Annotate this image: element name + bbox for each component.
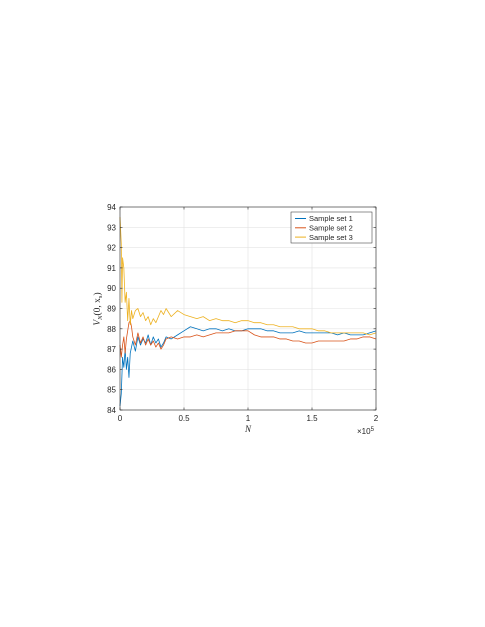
series-line-1 — [119, 326, 377, 406]
y-tick-label: 89 — [107, 305, 116, 314]
y-tick-label: 90 — [107, 284, 116, 293]
y-tick-label: 93 — [107, 223, 116, 232]
ylabel-close: ) — [92, 292, 103, 295]
x-axis-exponent: ×105 — [357, 427, 375, 436]
y-tick-label: 87 — [107, 345, 116, 354]
x-tick-label: 1.5 — [306, 414, 318, 423]
series-layer — [119, 217, 377, 406]
axis-ticks — [119, 206, 377, 411]
x-exponent-power: 5 — [371, 427, 375, 433]
legend-label-3: Sample set 3 — [309, 233, 353, 242]
y-tick-label: 92 — [107, 244, 116, 253]
legend-label-2: Sample set 2 — [309, 224, 353, 233]
ylabel-args: (0, x — [92, 298, 103, 316]
x-axis-label: N — [244, 424, 252, 434]
y-tick-label: 91 — [107, 264, 116, 273]
series-line-2 — [119, 320, 377, 358]
x-tick-label: 0 — [118, 414, 123, 423]
ylabel-args-sub: s — [97, 295, 104, 298]
x-tick-label: 1 — [246, 414, 251, 423]
y-tick-label: 85 — [107, 386, 116, 395]
legend-label-1: Sample set 1 — [309, 214, 353, 223]
y-tick-label: 94 — [107, 203, 116, 212]
x-tick-label: 0.5 — [178, 414, 190, 423]
y-tick-label: 86 — [107, 365, 116, 374]
x-tick-label: 2 — [374, 414, 379, 423]
series-line-3 — [119, 217, 377, 336]
ylabel-main: V — [93, 319, 103, 326]
y-tick-label: 84 — [107, 406, 116, 415]
x-exponent-base: ×10 — [357, 427, 371, 436]
ylabel-sub: N — [97, 315, 104, 321]
y-tick-label: 88 — [107, 325, 116, 334]
y-axis-label: VN(0, xs) — [92, 292, 104, 325]
tick-labels: 0 0.5 1 1.5 2 84 85 86 87 88 89 90 91 92 93 94 — [107, 203, 379, 423]
